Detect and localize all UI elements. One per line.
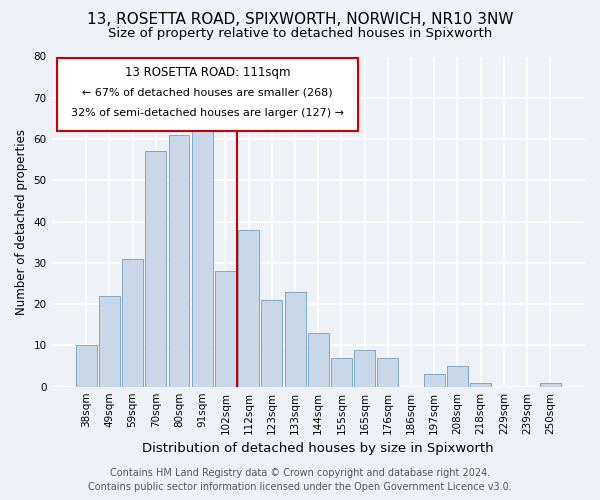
Text: Size of property relative to detached houses in Spixworth: Size of property relative to detached ho… [108, 28, 492, 40]
Bar [99, 296, 120, 386]
Text: 32% of semi-detached houses are larger (127) →: 32% of semi-detached houses are larger (… [71, 108, 344, 118]
Bar [122, 258, 143, 386]
Bar [354, 350, 375, 387]
Bar [308, 333, 329, 386]
Bar [540, 382, 561, 386]
Bar [145, 152, 166, 386]
Bar [76, 346, 97, 387]
Bar [238, 230, 259, 386]
Text: Contains HM Land Registry data © Crown copyright and database right 2024.
Contai: Contains HM Land Registry data © Crown c… [88, 468, 512, 492]
Bar [377, 358, 398, 386]
Bar [331, 358, 352, 386]
Bar [192, 118, 212, 386]
Bar [284, 292, 305, 386]
Bar [424, 374, 445, 386]
Bar [470, 382, 491, 386]
FancyBboxPatch shape [57, 58, 358, 131]
Text: 13 ROSETTA ROAD: 111sqm: 13 ROSETTA ROAD: 111sqm [125, 66, 290, 80]
X-axis label: Distribution of detached houses by size in Spixworth: Distribution of detached houses by size … [142, 442, 494, 455]
Text: ← 67% of detached houses are smaller (268): ← 67% of detached houses are smaller (26… [82, 87, 333, 97]
Bar [169, 135, 190, 386]
Y-axis label: Number of detached properties: Number of detached properties [15, 128, 28, 314]
Text: 13, ROSETTA ROAD, SPIXWORTH, NORWICH, NR10 3NW: 13, ROSETTA ROAD, SPIXWORTH, NORWICH, NR… [87, 12, 513, 28]
Bar [262, 300, 283, 386]
Bar [447, 366, 468, 386]
Bar [215, 271, 236, 386]
